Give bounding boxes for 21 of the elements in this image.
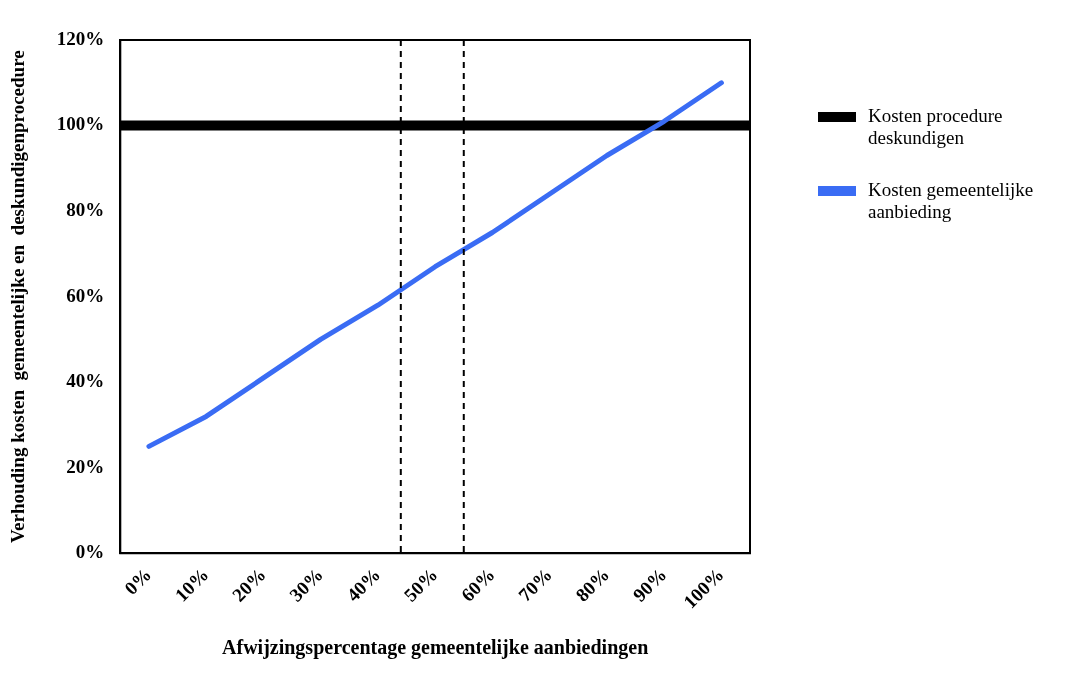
- y-axis-title: Verhouding kosten gemeentelijke en deskundigenprocedure: [7, 50, 29, 543]
- y-tick-label: 40%: [66, 370, 105, 392]
- x-tick-label: 20%: [227, 563, 270, 606]
- legend-label: Kosten gemeentelijke aanbieding: [868, 179, 1035, 223]
- x-tick-label: 70%: [514, 563, 556, 606]
- y-tick-label: 120%: [56, 27, 105, 49]
- x-tick-label: 50%: [399, 563, 442, 606]
- x-tick-label: 30%: [285, 563, 327, 606]
- y-tick-label: 60%: [66, 284, 105, 306]
- x-tick-label: 90%: [628, 563, 671, 606]
- legend-label: Kosten procedure deskundigen: [868, 105, 1004, 149]
- x-tick-label: 60%: [456, 563, 499, 606]
- x-axis-title: Afwijzingspercentage gemeentelijke aanbiedingen: [222, 636, 649, 660]
- y-tick-label: 0%: [75, 541, 105, 563]
- x-tick-label: 10%: [170, 563, 213, 606]
- x-tick-label: 0%: [120, 563, 156, 599]
- y-tick-label: 80%: [66, 199, 105, 220]
- y-tick-label: 20%: [66, 455, 105, 477]
- x-tick-label: 80%: [571, 563, 614, 606]
- x-tick-label: 40%: [342, 563, 385, 606]
- y-tick-label: 100%: [56, 113, 105, 135]
